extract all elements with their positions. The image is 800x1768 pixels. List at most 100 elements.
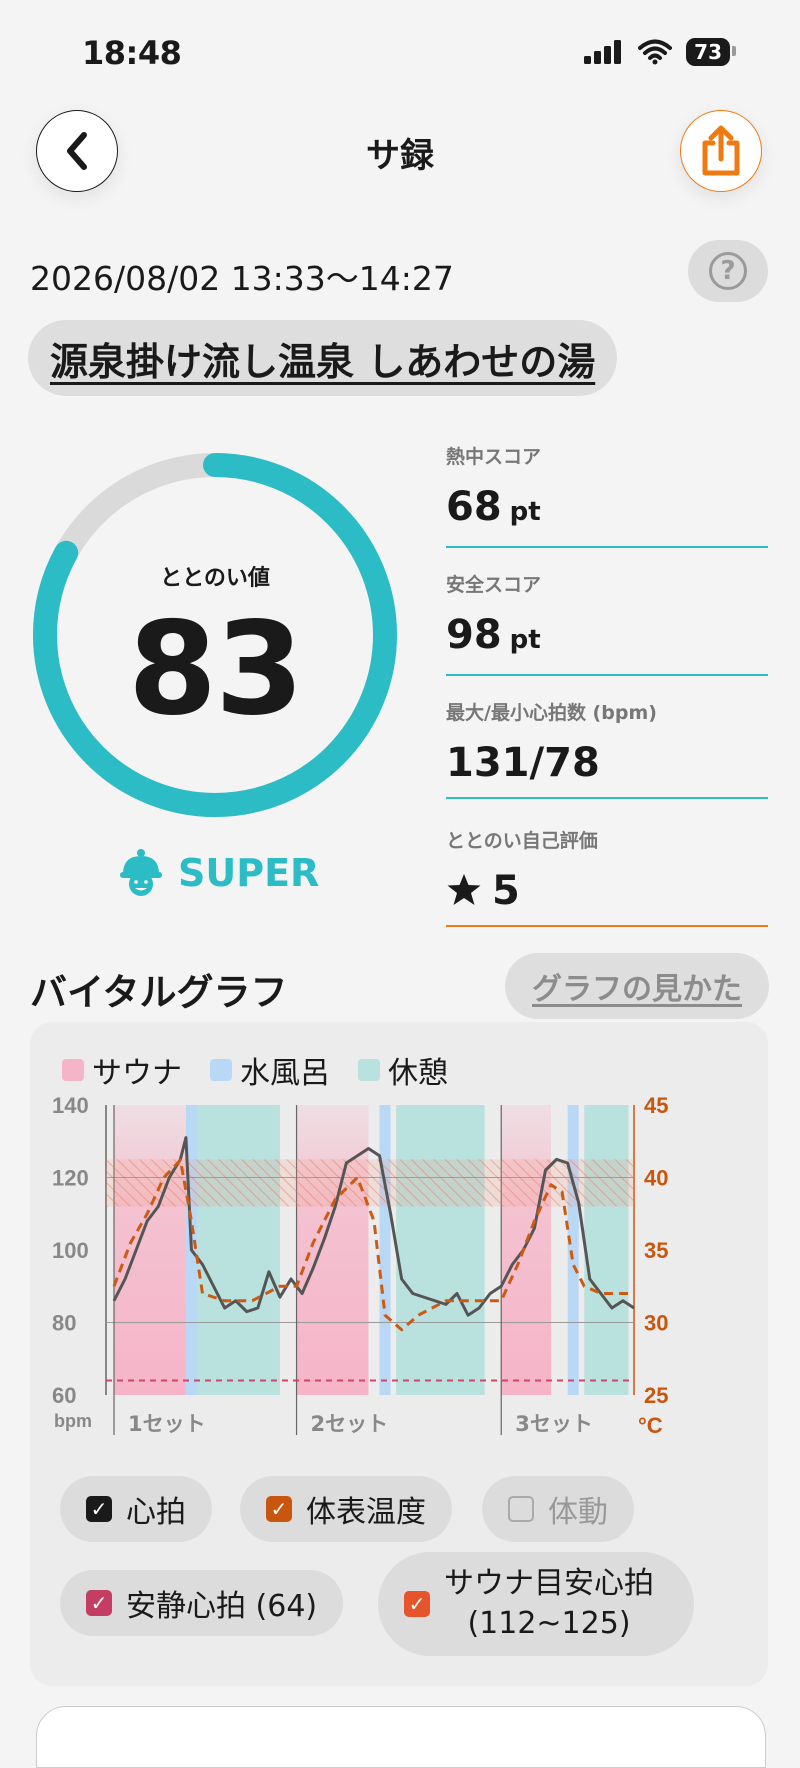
toggle-heart-rate-label: 心拍 xyxy=(126,1495,186,1530)
legend-cold-bath: 水風呂 xyxy=(210,1048,330,1092)
checkbox-skin-temp[interactable]: ✓ xyxy=(266,1496,292,1522)
status-icons: 73 xyxy=(584,38,736,66)
legend-rest-label: 休憩 xyxy=(388,1056,448,1091)
skin-temp-line xyxy=(112,1158,634,1332)
toggle-sauna-target-hr-line1: サウナ目安心拍 xyxy=(444,1566,654,1601)
y-left-tick-label: 140 xyxy=(52,1095,89,1118)
x-set-label: 2セット xyxy=(311,1412,389,1436)
segment-rest xyxy=(396,1105,485,1395)
checkbox-sauna-target-hr[interactable]: ✓ xyxy=(404,1591,430,1617)
toggle-body-motion[interactable]: 体動 xyxy=(482,1476,634,1542)
toggle-resting-hr-label: 安静心拍 (64) xyxy=(126,1589,318,1624)
share-icon xyxy=(702,125,740,176)
battery-indicator: 73 xyxy=(686,38,736,66)
segment-sauna xyxy=(296,1105,369,1395)
graph-legend: サウナ 水風呂 休憩 xyxy=(62,1048,448,1092)
heart-rate-range-label: 最大/最小心拍数 (bpm) xyxy=(446,702,657,724)
vital-graph-title: バイタルグラフ xyxy=(30,971,288,1014)
chevron-left-icon xyxy=(67,132,87,170)
safety-score-value: 98 xyxy=(446,612,502,658)
segment-cold xyxy=(379,1105,391,1395)
next-card-peek xyxy=(36,1706,766,1768)
checkbox-heart-rate[interactable]: ✓ xyxy=(86,1496,112,1522)
heat-score-value-row: 68 pt xyxy=(446,483,768,548)
question-icon: ? xyxy=(709,252,747,290)
self-rating-label: ととのい自己評価 xyxy=(446,830,598,852)
y-right-tick-label: 35 xyxy=(644,1238,668,1263)
heat-score: 熱中スコア 68 pt xyxy=(446,442,768,548)
sauna-hat-icon xyxy=(120,849,162,896)
safety-score-unit: pt xyxy=(509,625,541,655)
segment-bands xyxy=(114,1105,629,1395)
legend-sauna-label: サウナ xyxy=(92,1056,182,1091)
score-value: 83 xyxy=(127,595,304,744)
graph-howto-label: グラフの見かた xyxy=(532,972,742,1007)
status-time: 18:48 xyxy=(82,34,182,72)
self-rating-value: 5 xyxy=(492,868,520,914)
totonoi-score-ring xyxy=(33,453,397,817)
y-right-tick-label: 30 xyxy=(644,1311,668,1336)
axis-labels: 140 120 100 80 60 45 40 35 30 25 bpm °C 1セット 2セット 3セット xyxy=(52,1095,668,1438)
heat-score-value: 68 xyxy=(446,484,502,530)
legend-cold-bath-swatch xyxy=(210,1059,232,1081)
signal-icon xyxy=(584,40,622,64)
facility-link[interactable]: 源泉掛け流し温泉 しあわせの湯 xyxy=(28,320,618,396)
toggle-sauna-target-hr[interactable]: ✓ サウナ目安心拍 (112~125) xyxy=(378,1552,694,1656)
page-title: サ録 xyxy=(366,136,434,176)
y-right-tick-label: 40 xyxy=(644,1166,668,1191)
segment-rest xyxy=(196,1105,280,1395)
segment-rest xyxy=(584,1105,629,1395)
y-right-tick-label: 45 xyxy=(644,1095,668,1118)
legend-rest-swatch xyxy=(358,1059,380,1081)
vital-chart: 140 120 100 80 60 45 40 35 30 25 bpm °C 1セット 2セット 3セット xyxy=(52,1095,668,1438)
safety-score-label: 安全スコア xyxy=(446,574,542,596)
session-datetime: 2026/08/02 13:33～14:27 xyxy=(30,259,454,298)
self-rating: ととのい自己評価 5 xyxy=(446,826,768,927)
graph-howto-button[interactable]: グラフの見かた xyxy=(505,953,769,1019)
score-label: ととのい値 xyxy=(160,566,270,591)
series-lines xyxy=(112,1136,635,1332)
legend-cold-bath-label: 水風呂 xyxy=(240,1056,330,1091)
safety-score: 安全スコア 98 pt xyxy=(446,570,768,676)
star-icon xyxy=(447,874,481,905)
heat-score-label: 熱中スコア xyxy=(446,446,542,468)
safety-score-value-row: 98 pt xyxy=(446,611,768,676)
help-button[interactable]: ? xyxy=(688,240,768,302)
heart-rate-range-value: 131/78 xyxy=(446,739,768,799)
legend-sauna-swatch xyxy=(62,1059,84,1081)
legend-rest: 休憩 xyxy=(358,1048,448,1092)
y-left-tick-label: 120 xyxy=(52,1166,89,1191)
x-set-label: 1セット xyxy=(128,1412,206,1436)
segment-cold xyxy=(567,1105,579,1395)
y-right-tick-label: 25 xyxy=(644,1383,668,1408)
heart-rate-range: 最大/最小心拍数 (bpm) 131/78 xyxy=(446,698,768,799)
toggle-sauna-target-hr-line2: (112~125) xyxy=(467,1606,631,1641)
heart-rate-line xyxy=(112,1136,635,1317)
checkbox-body-motion[interactable] xyxy=(508,1496,534,1522)
rank-label: SUPER xyxy=(178,851,320,895)
y-left-tick-label: 60 xyxy=(52,1383,76,1408)
toggle-sauna-target-hr-label: サウナ目安心拍 (112~125) xyxy=(444,1564,654,1644)
toggle-body-motion-label: 体動 xyxy=(548,1495,608,1530)
toggle-resting-hr[interactable]: ✓ 安静心拍 (64) xyxy=(60,1570,344,1636)
segment-sauna xyxy=(114,1105,186,1395)
share-button[interactable] xyxy=(680,110,762,192)
wifi-icon xyxy=(638,39,673,65)
checkbox-resting-hr[interactable]: ✓ xyxy=(86,1590,112,1616)
facility-name: 源泉掛け流し温泉 しあわせの湯 xyxy=(50,339,596,384)
rank-badge: SUPER xyxy=(118,848,319,898)
y-right-unit-label: °C xyxy=(638,1413,663,1438)
y-left-tick-label: 100 xyxy=(52,1238,89,1263)
self-rating-value-row: 5 xyxy=(446,867,768,927)
toggle-heart-rate[interactable]: ✓ 心拍 xyxy=(60,1476,212,1542)
segment-sauna xyxy=(501,1105,552,1395)
y-left-tick-label: 80 xyxy=(52,1311,76,1336)
toggle-skin-temp-label: 体表温度 xyxy=(306,1495,426,1530)
toggle-skin-temp[interactable]: ✓ 体表温度 xyxy=(240,1476,452,1542)
x-set-label: 3セット xyxy=(515,1412,593,1436)
ring-progress xyxy=(33,453,397,817)
y-left-unit-label: bpm xyxy=(54,1411,92,1431)
back-button[interactable] xyxy=(36,110,118,192)
heat-score-unit: pt xyxy=(509,497,541,527)
legend-sauna: サウナ xyxy=(62,1048,182,1092)
